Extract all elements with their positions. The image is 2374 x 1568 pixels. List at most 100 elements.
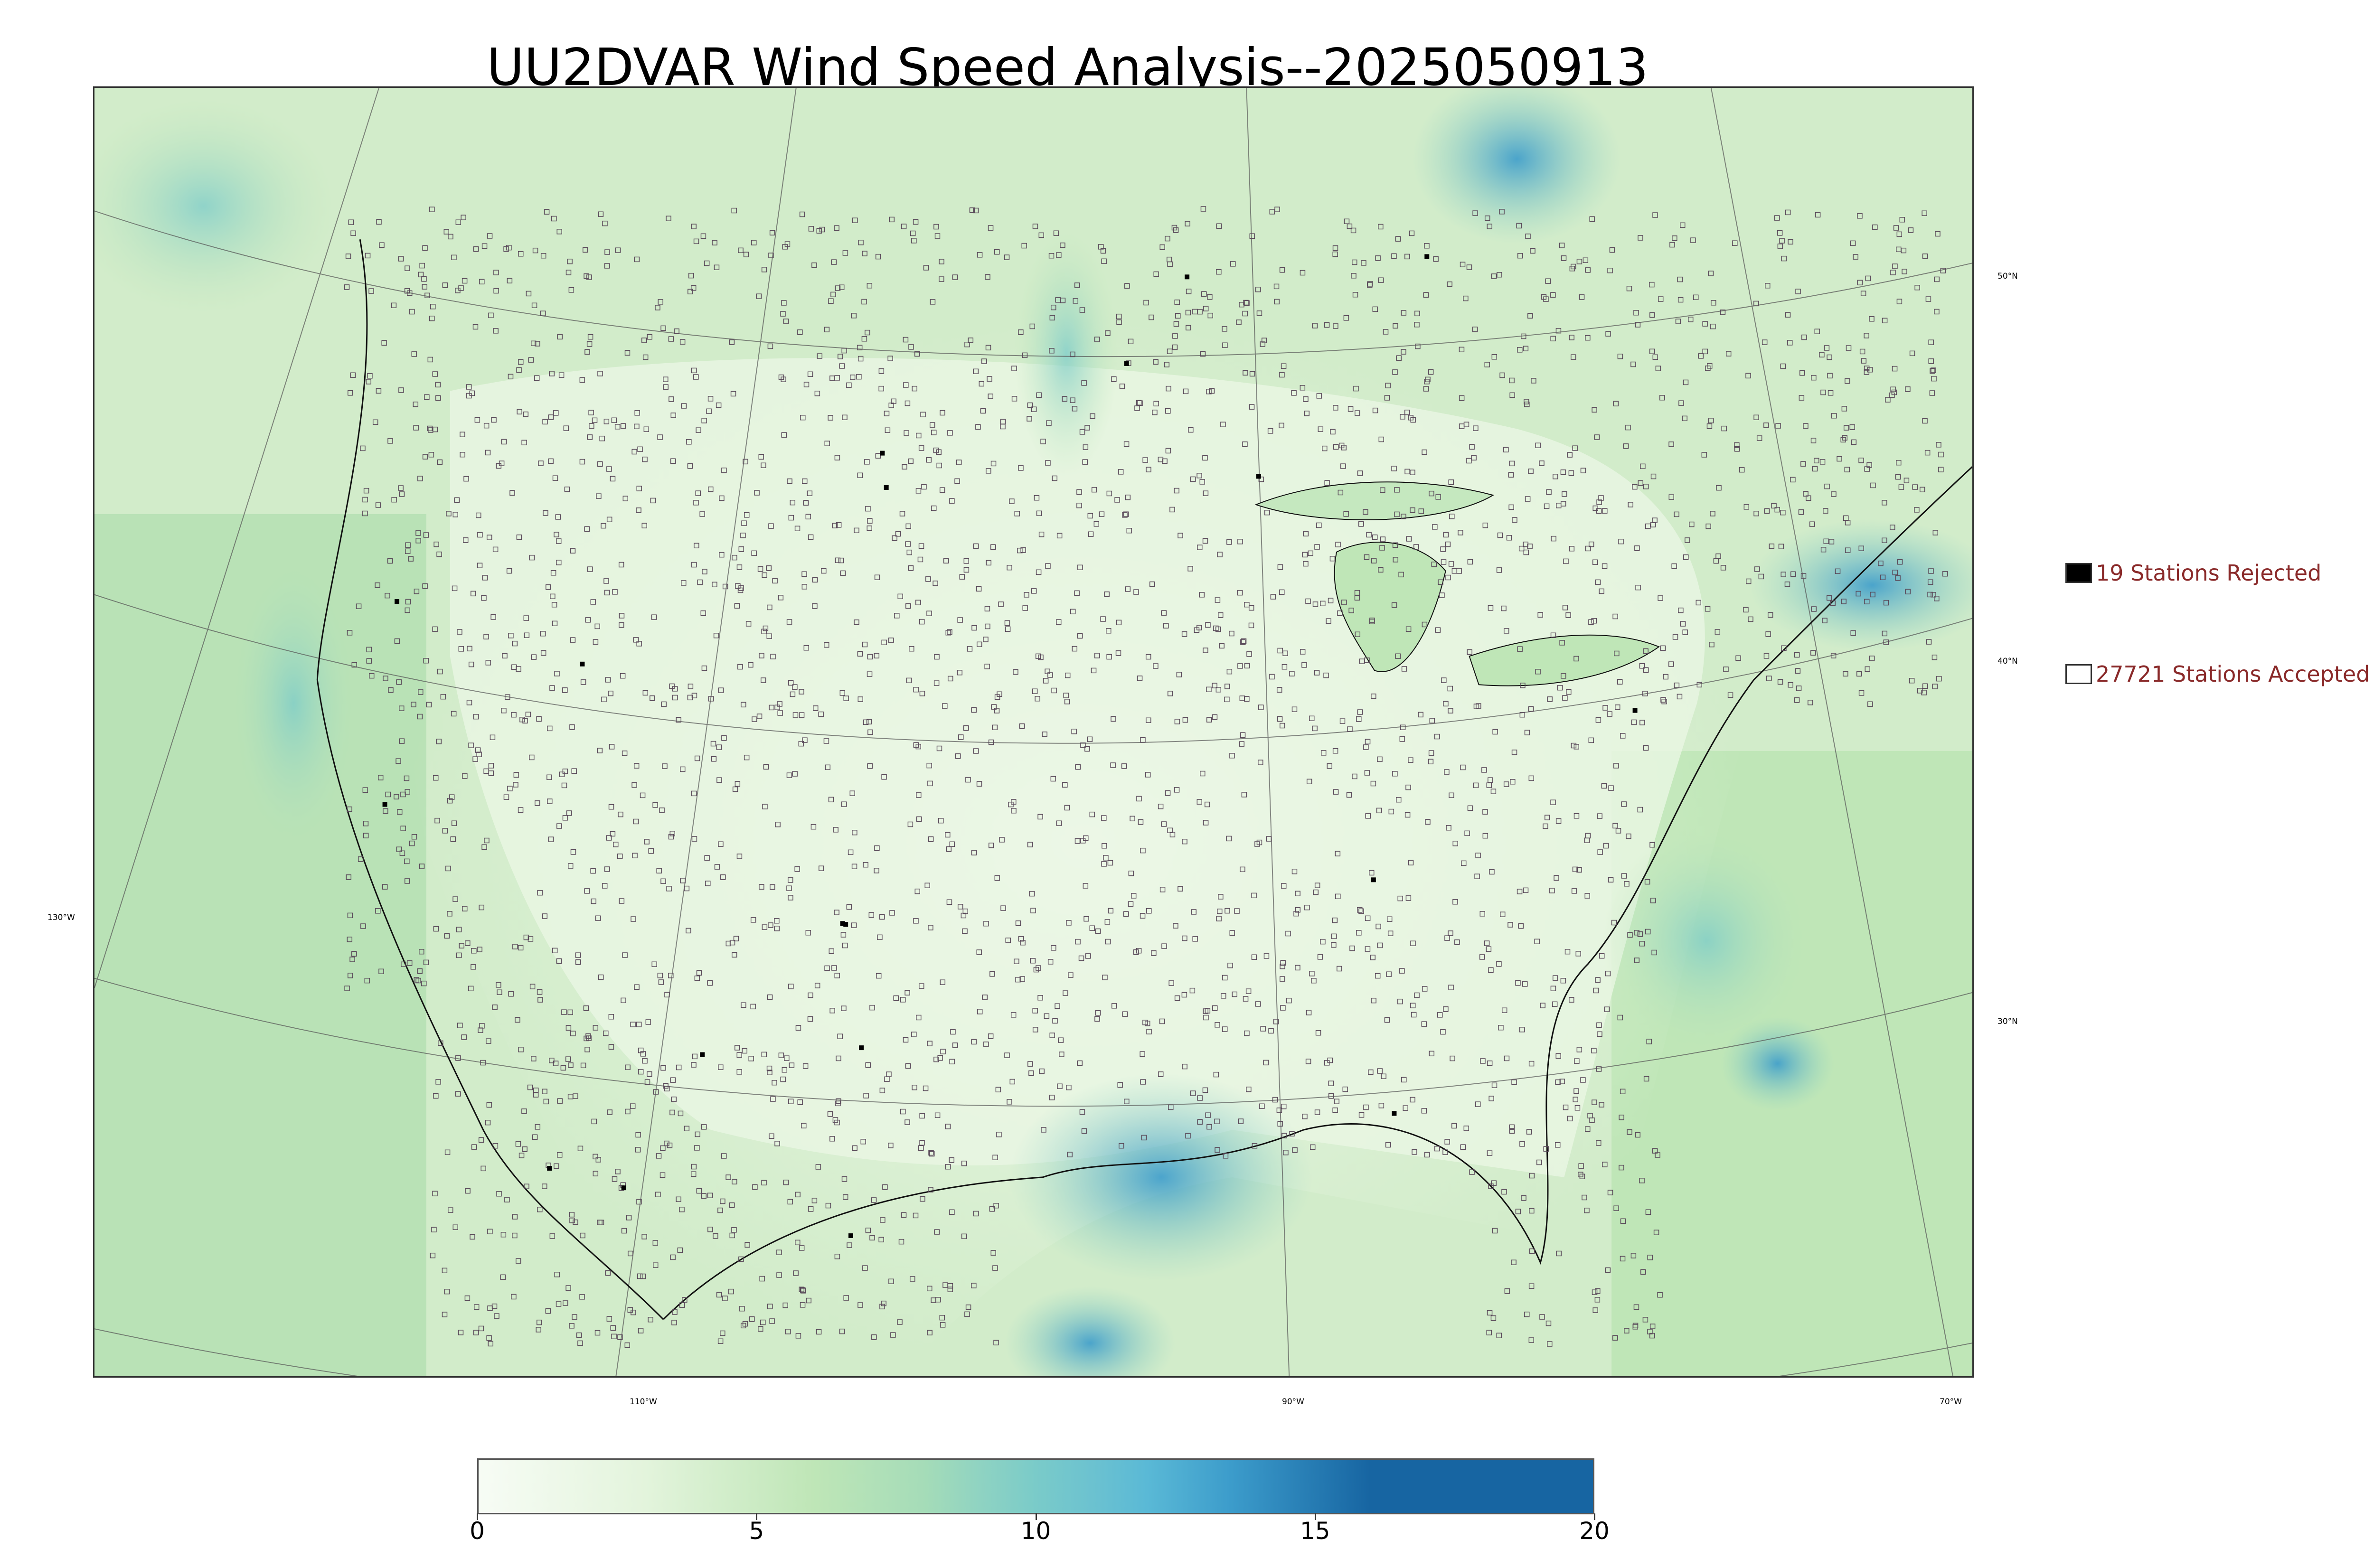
station-marker — [1401, 666, 1407, 672]
station-marker — [1482, 522, 1488, 528]
station-marker — [399, 738, 405, 744]
station-marker — [1418, 712, 1423, 718]
station-marker — [452, 1224, 458, 1230]
station-marker — [535, 1124, 541, 1130]
station-marker — [994, 875, 1000, 881]
station-marker — [933, 680, 940, 686]
station-marker — [1376, 807, 1382, 814]
station-marker — [1912, 484, 1918, 490]
station-marker — [801, 1123, 807, 1128]
station-marker — [477, 563, 483, 568]
station-marker — [778, 1052, 784, 1058]
station-marker — [1381, 1073, 1386, 1080]
station-marker — [1592, 407, 1597, 413]
station-marker — [587, 566, 593, 572]
station-marker — [1304, 411, 1309, 416]
station-marker — [553, 410, 559, 416]
station-marker — [962, 928, 968, 934]
station-marker — [1108, 908, 1113, 914]
wind-speed-map[interactable] — [93, 86, 1974, 1378]
station-marker — [432, 1191, 438, 1196]
station-marker — [1142, 457, 1148, 463]
station-marker — [788, 984, 794, 989]
station-marker — [549, 371, 555, 376]
station-marker — [1447, 685, 1453, 692]
station-marker — [1650, 898, 1656, 903]
station-marker — [744, 1242, 750, 1248]
station-marker — [722, 583, 728, 590]
station-marker — [546, 774, 552, 780]
station-marker — [1893, 225, 1899, 231]
station-marker — [1613, 401, 1619, 406]
station-marker — [1572, 445, 1578, 451]
station-marker — [1185, 310, 1191, 316]
station-marker — [473, 714, 479, 720]
station-marker — [1080, 838, 1086, 844]
station-marker — [1220, 422, 1226, 427]
station-marker — [1609, 247, 1615, 253]
station-marker — [1840, 437, 1846, 442]
station-marker — [846, 904, 852, 910]
station-marker — [795, 1239, 801, 1246]
station-marker — [694, 755, 700, 761]
station-marker — [1445, 574, 1451, 581]
station-marker — [1200, 206, 1206, 212]
station-marker — [519, 717, 525, 723]
station-marker — [825, 1202, 831, 1209]
station-marker — [663, 376, 669, 382]
station-marker — [1588, 737, 1594, 743]
station-marker — [1258, 760, 1263, 765]
station-marker — [1544, 503, 1550, 509]
station-marker — [1503, 447, 1509, 452]
station-marker — [913, 219, 919, 225]
station-marker — [1149, 314, 1154, 320]
station-marker — [672, 695, 678, 701]
station-marker — [1576, 867, 1582, 873]
station-marker — [1039, 1068, 1045, 1074]
station-marker — [1626, 833, 1631, 839]
station-marker — [1178, 533, 1183, 538]
station-marker — [1203, 1014, 1209, 1021]
station-marker — [619, 613, 625, 619]
station-marker — [475, 747, 481, 753]
station-marker — [1206, 389, 1212, 394]
station-marker — [1841, 406, 1847, 412]
station-marker — [508, 374, 514, 379]
station-marker — [915, 743, 922, 750]
station-marker — [1015, 920, 1021, 926]
station-marker — [867, 763, 873, 769]
station-marker — [919, 983, 924, 989]
station-marker — [900, 1108, 906, 1115]
station-marker — [1452, 899, 1458, 905]
station-marker — [1043, 678, 1049, 684]
station-marker — [993, 1340, 999, 1345]
station-marker — [1466, 458, 1472, 464]
station-marker — [576, 1332, 582, 1338]
station-marker — [1528, 706, 1534, 712]
station-marker — [955, 753, 961, 759]
station-marker — [1205, 1008, 1211, 1014]
station-marker — [1682, 629, 1688, 635]
station-marker — [786, 619, 792, 625]
station-marker — [1444, 769, 1450, 775]
station-marker — [1240, 639, 1246, 645]
station-marker — [712, 240, 717, 245]
colorbar-tick-mark — [477, 1513, 478, 1520]
station-marker — [501, 708, 507, 714]
station-marker — [1680, 621, 1686, 627]
station-marker — [567, 863, 574, 869]
station-marker — [563, 1300, 568, 1306]
station-marker — [1552, 1001, 1558, 1007]
station-marker — [662, 763, 668, 769]
station-marker — [1249, 404, 1255, 410]
station-marker — [940, 979, 946, 985]
station-marker — [1111, 376, 1117, 382]
station-marker — [788, 1099, 794, 1104]
station-marker — [1677, 276, 1683, 282]
station-marker — [676, 1196, 681, 1202]
station-marker — [1004, 1052, 1010, 1058]
station-marker — [767, 994, 773, 1000]
station-marker — [417, 714, 423, 720]
station-marker — [1276, 1108, 1282, 1113]
station-marker — [1905, 589, 1911, 594]
